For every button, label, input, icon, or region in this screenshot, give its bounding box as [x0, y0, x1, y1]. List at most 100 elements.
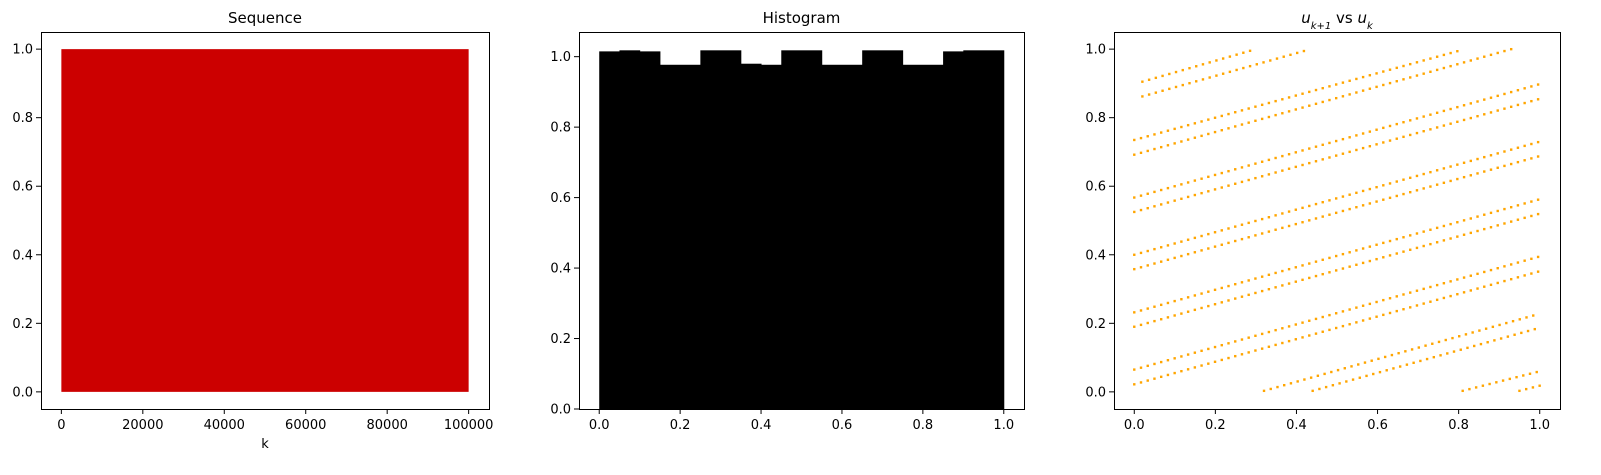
scatter-point: [1523, 87, 1526, 90]
scatter-point: [1509, 206, 1513, 209]
axes-frame: [41, 32, 490, 410]
scatter-point: [1147, 78, 1151, 81]
scatter-point: [1260, 232, 1264, 235]
axes-frame: [1114, 32, 1561, 410]
scatter-point: [1341, 195, 1345, 198]
scatter-point: [1153, 319, 1156, 323]
scatter-point: [1334, 312, 1338, 315]
x-tick-label: 0.2: [1205, 418, 1226, 433]
scatter-point: [1328, 141, 1331, 145]
scatter-point: [1412, 361, 1415, 364]
scatter-point: [1180, 197, 1183, 200]
scatter-point: [1274, 156, 1277, 160]
scatter-point: [1334, 197, 1338, 200]
scatter-point: [1338, 382, 1341, 385]
scatter-point: [1402, 121, 1405, 124]
scatter-point: [1368, 245, 1372, 248]
scatter-point: [1479, 342, 1483, 346]
scatter-point: [1159, 260, 1163, 263]
scatter-point: [1220, 358, 1223, 362]
scatter-point: [1267, 345, 1271, 348]
scatter-point: [1302, 49, 1306, 53]
y-tick-label: 0.6: [550, 191, 571, 206]
y-tick-label: 0.4: [550, 262, 571, 277]
scatter-point: [1526, 329, 1530, 333]
scatter-point: [1146, 321, 1149, 325]
scatter-point: [1240, 353, 1244, 356]
scatter-point: [1402, 293, 1405, 296]
scatter-point: [1180, 183, 1183, 186]
scatter-point: [1254, 277, 1257, 280]
scatter-point: [1153, 133, 1156, 136]
scatter-point: [1431, 342, 1434, 345]
scatter-point: [1499, 337, 1503, 340]
scatter-point: [1530, 85, 1533, 88]
scatter-point: [1200, 177, 1203, 180]
scatter-point: [1435, 55, 1439, 58]
scatter-point: [1166, 201, 1170, 204]
scatter-point: [1523, 274, 1526, 277]
scatter-point: [1509, 105, 1513, 108]
scatter-point: [1518, 389, 1521, 393]
scatter-point: [1516, 160, 1520, 164]
scatter-point: [1301, 206, 1304, 210]
scatter-point: [1516, 261, 1520, 264]
scatter-point: [1469, 217, 1472, 220]
scatter-point: [1334, 83, 1338, 86]
scatter-point: [1409, 62, 1412, 66]
scatter-point: [1488, 382, 1491, 386]
scatter-point: [1321, 258, 1324, 261]
scatter-point: [1484, 327, 1488, 330]
scatter-point: [1348, 136, 1351, 139]
scatter-point: [1235, 68, 1238, 72]
scatter-point: [1375, 257, 1378, 261]
scatter-point: [1287, 110, 1291, 113]
scatter-point: [1274, 328, 1277, 332]
scatter-point: [1213, 188, 1217, 191]
scatter-point: [1422, 230, 1425, 233]
scatter-point: [1260, 175, 1264, 178]
scatter-point: [1361, 261, 1365, 265]
scatter-point: [1536, 155, 1540, 158]
scatter-point: [1368, 130, 1372, 133]
scatter-point: [1195, 80, 1198, 83]
scatter-point: [1516, 103, 1520, 107]
scatter-series: [1133, 50, 1459, 142]
scatter-point: [1442, 282, 1446, 285]
scatter-point: [1456, 120, 1459, 124]
scatter-point: [1200, 120, 1203, 123]
scatter-point: [1493, 339, 1496, 342]
scatter-point: [1274, 171, 1277, 174]
scatter-point: [1449, 51, 1452, 55]
scatter-point: [1254, 291, 1257, 295]
scatter-point: [1139, 266, 1143, 269]
scatter-series: [1133, 83, 1540, 199]
scatter-point: [1193, 193, 1197, 197]
scatter-point: [1267, 330, 1271, 334]
scatter-point: [1328, 213, 1331, 216]
scatter-point: [1193, 136, 1197, 139]
scatter-point: [1141, 95, 1144, 98]
scatter-point: [1523, 144, 1526, 148]
scatter-point: [1153, 377, 1156, 380]
scatter-point: [1435, 183, 1439, 186]
scatter-point: [1193, 351, 1197, 354]
scatter-point: [1308, 219, 1311, 222]
scatter-point: [1153, 147, 1156, 151]
scatter-point: [1159, 246, 1163, 249]
scatter-point: [1227, 241, 1230, 245]
scatter-point: [1483, 170, 1486, 173]
scatter-point: [1483, 270, 1486, 274]
scatter-point: [1395, 237, 1398, 241]
scatter-point: [1496, 109, 1499, 112]
scatter-point: [1424, 344, 1427, 347]
scatter-point: [1133, 383, 1136, 386]
histogram-bar: [639, 51, 661, 409]
scatter-point: [1341, 152, 1345, 155]
scatter-point: [1133, 267, 1136, 271]
scatter-point: [1208, 76, 1211, 79]
scatter-point: [1247, 121, 1250, 124]
scatter-point: [1462, 175, 1466, 179]
scatter-point: [1275, 57, 1279, 60]
scatter-point: [1435, 68, 1439, 72]
